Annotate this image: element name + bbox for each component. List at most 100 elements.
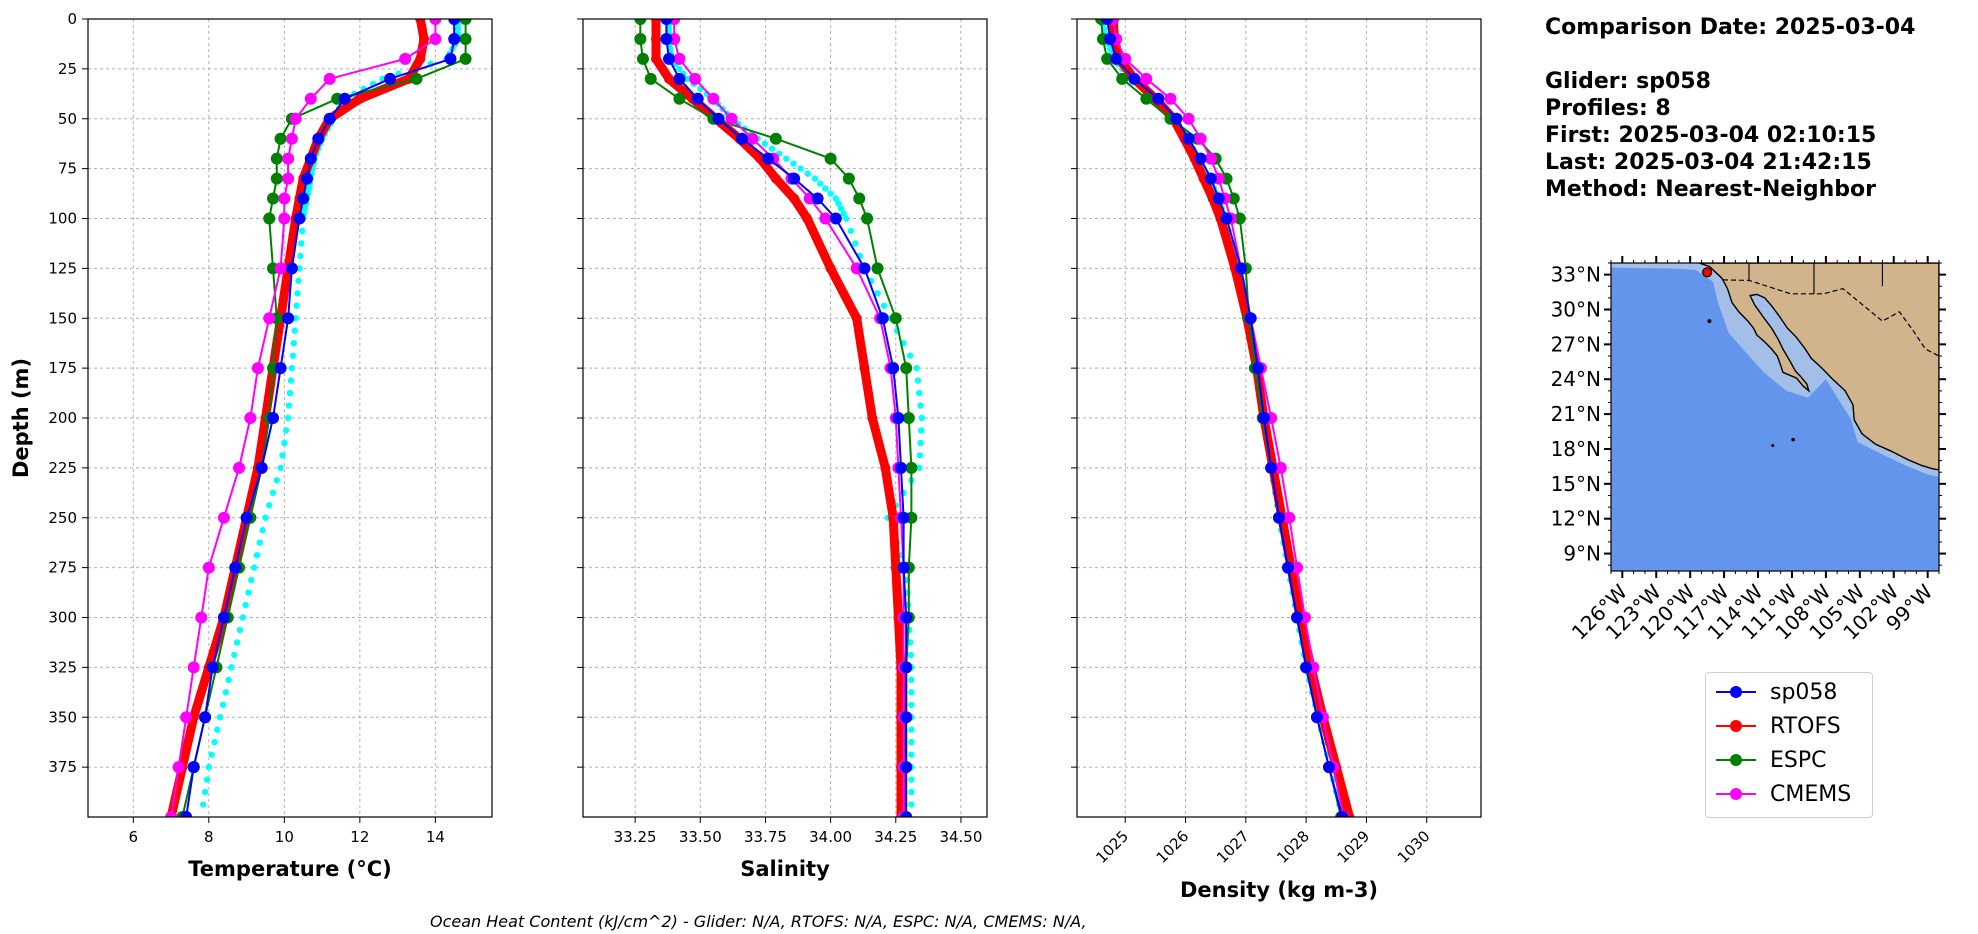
series-point-sp058 xyxy=(894,461,907,474)
x-tick-label: 1028 xyxy=(1273,827,1313,867)
glider-point xyxy=(827,190,834,197)
y-tick-label: 100 xyxy=(48,210,77,228)
glider-point xyxy=(908,738,915,746)
glider-point xyxy=(906,352,914,359)
series-point-cmems xyxy=(1182,112,1195,125)
series-point-rtofs xyxy=(880,462,891,473)
series-point-sp058 xyxy=(304,152,317,165)
glider-point xyxy=(790,160,797,167)
lat-tick-label: 9°N xyxy=(1563,542,1601,566)
glider-point xyxy=(248,576,255,584)
series-point-rtofs xyxy=(415,53,426,64)
series-point-sp058 xyxy=(338,92,351,105)
series-point-sp058 xyxy=(887,362,900,375)
series-point-sp058 xyxy=(858,262,871,275)
panel-1: 0 25 50 75 100 125 150 175 200 225 250 275 300 325 350… xyxy=(9,10,493,881)
series-point-cmems xyxy=(1283,511,1296,524)
glider-point xyxy=(832,195,840,202)
series-point-cmems xyxy=(289,112,302,125)
series-point-sp058 xyxy=(1110,52,1123,65)
glider-point xyxy=(277,464,284,472)
series-point-sp058 xyxy=(897,511,910,524)
lat-tick-label: 24°N xyxy=(1551,367,1601,391)
series-point-rtofs xyxy=(650,19,661,24)
lat-tick-label: 18°N xyxy=(1551,437,1601,461)
lat-tick-label: 21°N xyxy=(1551,402,1601,426)
glider-point xyxy=(908,788,915,796)
lat-tick-label: 12°N xyxy=(1551,507,1601,531)
series-point-rtofs xyxy=(867,413,878,423)
panel-2: 33.25 33.50 33.75 34.00 34.25 34.50 Salinity xyxy=(577,18,988,881)
glider-point xyxy=(299,227,306,235)
plot-area xyxy=(1095,19,1355,817)
series-point-cmems xyxy=(282,172,295,185)
glider-point xyxy=(262,514,269,521)
series-point-espc xyxy=(1140,92,1153,105)
first-time: First: 2025-03-04 02:10:15 xyxy=(1545,123,1877,148)
glider-point xyxy=(908,776,915,783)
glider-point xyxy=(292,315,299,322)
series-point-cmems xyxy=(278,212,291,225)
series-point-sp058 xyxy=(660,19,673,25)
series-point-cmems xyxy=(1164,92,1177,105)
glider-point xyxy=(298,240,305,247)
y-tick-label: 50 xyxy=(58,110,77,128)
glider-point xyxy=(301,205,309,212)
glider-point xyxy=(284,414,292,422)
series-point-sp058 xyxy=(180,811,193,817)
x-tick-label: 34.50 xyxy=(939,828,982,846)
glider-point xyxy=(211,738,218,746)
series-point-sp058 xyxy=(1257,412,1270,424)
glider-name: Glider: sp058 xyxy=(1545,69,1711,94)
legend-marker xyxy=(1730,686,1742,698)
series-point-sp058 xyxy=(206,661,219,674)
method: Method: Nearest-Neighbor xyxy=(1545,177,1876,202)
glider-point xyxy=(908,726,915,733)
series-point-espc xyxy=(459,32,472,45)
x-axis-label: Temperature (°C) xyxy=(188,857,391,881)
series-point-sp058 xyxy=(217,611,230,624)
series-point-sp058 xyxy=(312,132,325,145)
series-point-sp058 xyxy=(282,312,295,325)
series-point-sp058 xyxy=(788,172,801,185)
glider-point xyxy=(228,664,235,671)
series-point-rtofs xyxy=(650,33,661,44)
series-point-espc xyxy=(634,19,647,25)
glider-point xyxy=(768,145,776,152)
series-point-cmems xyxy=(323,72,336,85)
series-point-rtofs xyxy=(354,93,365,104)
x-tick-label: 8 xyxy=(204,828,214,846)
series-point-sp058 xyxy=(1244,312,1257,325)
series-point-cmems xyxy=(746,132,759,145)
glider-point xyxy=(256,539,263,546)
series-point-cmems xyxy=(274,262,287,275)
series-point-sp058 xyxy=(1101,19,1114,25)
series-point-espc xyxy=(853,192,866,205)
y-tick-label: 375 xyxy=(48,758,77,776)
glider-point xyxy=(917,402,924,409)
series-point-cmems xyxy=(1119,52,1132,65)
glider-point xyxy=(205,763,213,771)
series-point-cmems xyxy=(285,132,298,145)
glider-point xyxy=(804,170,812,177)
series-point-cmems xyxy=(278,192,291,205)
series-point-espc xyxy=(263,212,276,225)
series-point-sp058 xyxy=(297,192,310,205)
series-point-cmems xyxy=(251,362,264,375)
glider-point xyxy=(245,589,252,596)
series-point-sp058 xyxy=(274,362,287,375)
glider-point xyxy=(293,302,300,309)
y-tick-label: 275 xyxy=(48,559,77,577)
glider-point xyxy=(287,377,295,384)
series-point-cmems xyxy=(1291,561,1304,574)
glider-point xyxy=(783,155,790,162)
series-point-espc xyxy=(900,362,913,375)
x-axis-label: Salinity xyxy=(740,857,830,881)
series-point-sp058 xyxy=(1336,811,1349,817)
glider-point xyxy=(797,165,804,172)
legend: sp058 RTOFS ESPC CMEMS xyxy=(1705,672,1873,818)
plot-area xyxy=(165,19,472,817)
series-point-cmems xyxy=(1140,72,1153,85)
series-point-sp058 xyxy=(660,32,673,45)
series-point-rtofs xyxy=(802,213,813,224)
